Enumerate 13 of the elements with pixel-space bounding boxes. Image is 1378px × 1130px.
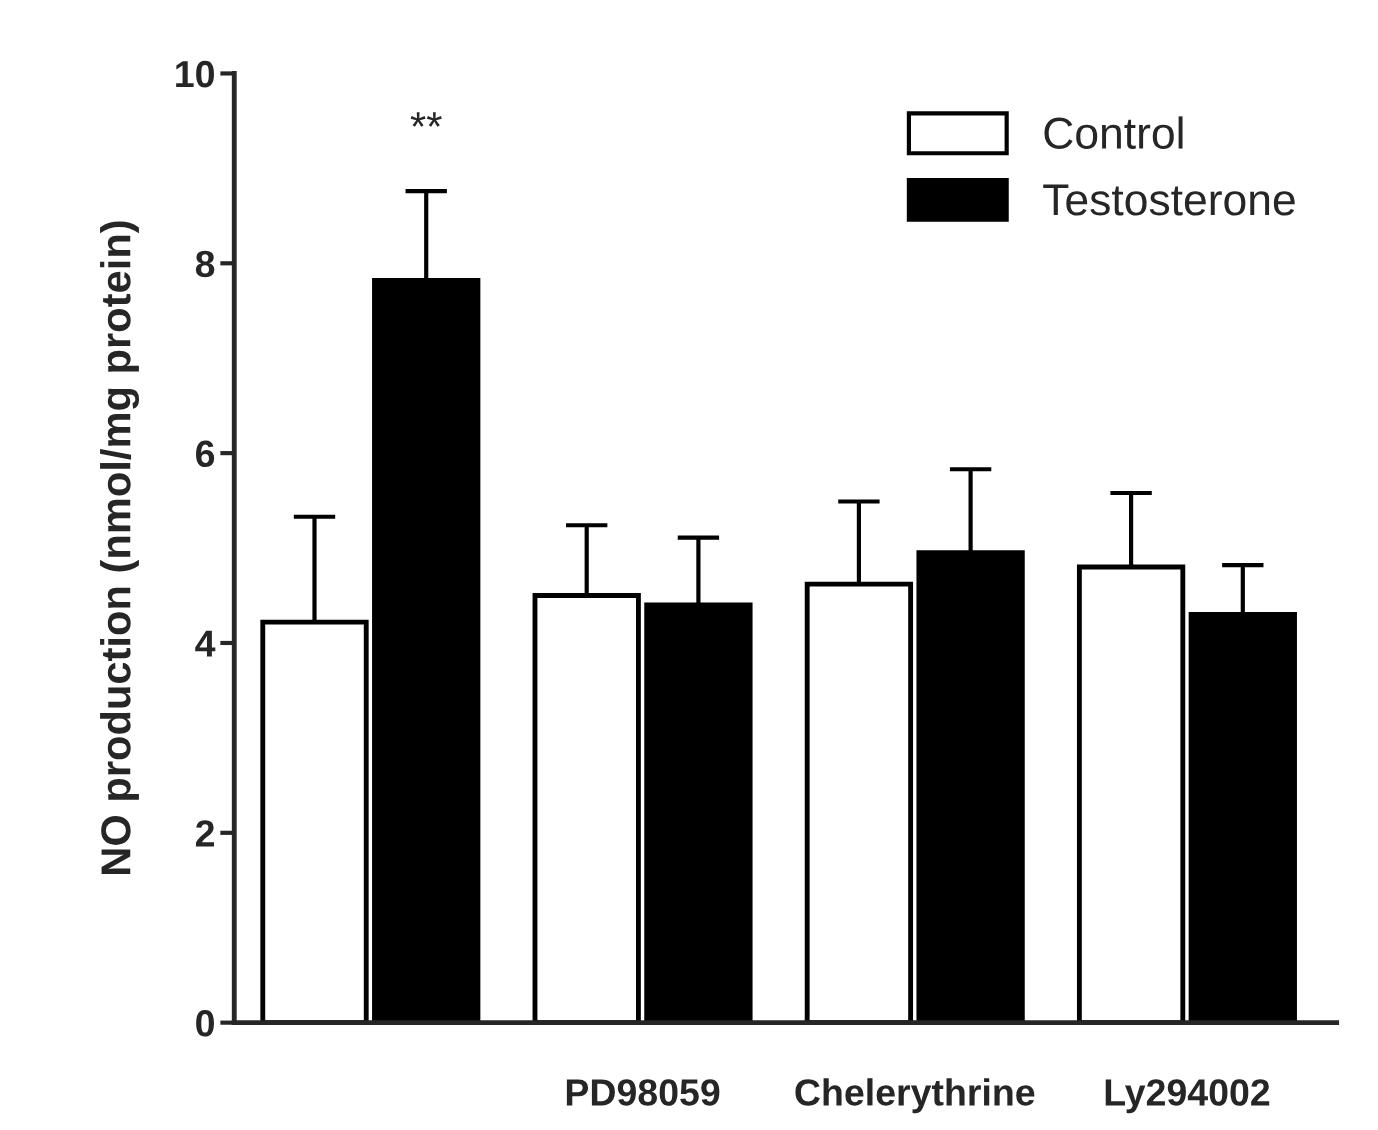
annotation: **	[410, 112, 442, 127]
y-tick-label: 0	[196, 1010, 214, 1037]
y-tick-label: 2	[195, 820, 215, 847]
y-tick-label: 4	[195, 630, 216, 657]
legend-label: Control	[1044, 116, 1183, 149]
x-tick-label: Ly294002	[1105, 1079, 1270, 1114]
y-tick-label: 6	[196, 440, 215, 468]
legend-label: Testosterone	[1043, 184, 1295, 216]
x-tick-label: PD98059	[566, 1079, 720, 1106]
y-tick-label: 8	[195, 250, 215, 278]
x-tick-label: Chelerythrine	[795, 1078, 1035, 1114]
y-axis-title: NO production (nmol/mg protein)	[100, 221, 140, 874]
y-tick-label: 10	[176, 60, 214, 88]
